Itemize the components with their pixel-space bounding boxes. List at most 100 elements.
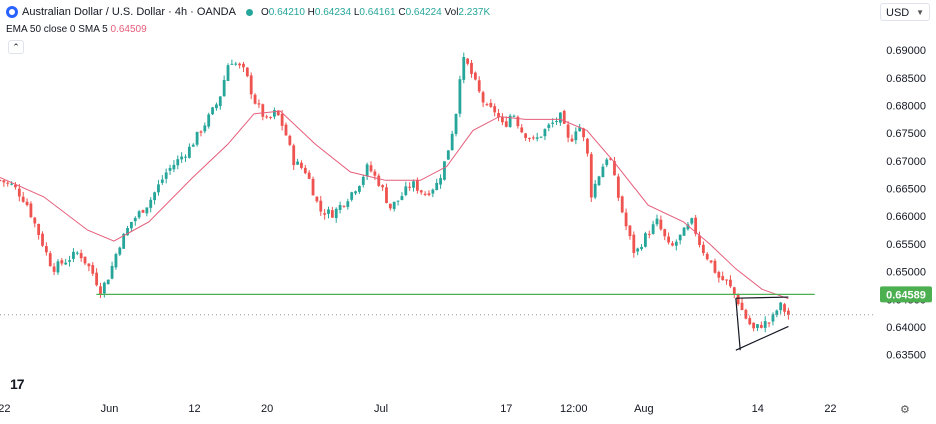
candle-body: [296, 161, 299, 165]
candle-body: [172, 164, 176, 170]
symbol-title[interactable]: Australian Dollar / U.S. Dollar · 4h · O…: [22, 6, 236, 18]
candle-body: [613, 161, 616, 176]
candle-body: [520, 127, 524, 133]
candle-body: [2, 180, 6, 183]
candle-body: [307, 172, 311, 179]
candle-body: [671, 243, 674, 246]
y-tick-label: 0.68500: [886, 73, 926, 85]
collapse-legend-button[interactable]: ⌃: [8, 40, 24, 54]
candle-body: [535, 137, 539, 139]
candle-body: [91, 265, 95, 274]
candle-body: [616, 176, 620, 198]
candlestick-series: [0, 52, 790, 333]
candle-body: [87, 263, 91, 267]
candle-body: [226, 65, 230, 81]
candle-body: [423, 193, 427, 195]
candle-body: [207, 114, 211, 127]
candle-body: [327, 209, 330, 214]
candle-body: [75, 252, 79, 254]
candle-body: [501, 116, 504, 123]
candle-body: [759, 324, 763, 328]
candle-body: [118, 247, 122, 255]
y-tick-label: 0.64000: [886, 322, 926, 334]
candle-body: [272, 110, 276, 117]
candle-body: [137, 211, 141, 218]
candle-body: [338, 205, 342, 210]
x-tick-label: 17: [500, 403, 512, 415]
wedge-trendline: [735, 296, 789, 299]
candle-body: [392, 201, 396, 209]
candle-body: [644, 233, 647, 247]
candle-body: [396, 200, 400, 202]
candle-body: [771, 314, 775, 322]
candle-body: [709, 260, 713, 263]
candle-body: [238, 63, 242, 66]
settings-button[interactable]: ⚙: [900, 403, 910, 416]
candle-body: [114, 254, 118, 268]
candle-body: [504, 121, 508, 127]
candle-body: [373, 171, 377, 176]
candle-body: [493, 106, 497, 113]
candle-body: [570, 138, 574, 142]
indicator-value: 0.64509: [110, 24, 147, 35]
candle-body: [141, 210, 145, 213]
candle-body: [415, 180, 419, 191]
candle-body: [551, 122, 555, 124]
currency-selector[interactable]: USD ▼: [880, 3, 930, 21]
candle-body: [315, 196, 319, 202]
candle-body: [102, 282, 106, 294]
candle-body: [427, 193, 431, 196]
support-price-text: 0.64589: [886, 289, 926, 301]
candle-body: [157, 184, 160, 193]
candle-body: [640, 246, 643, 250]
indicator-legend[interactable]: EMA 50 close 0 SMA 5 0.64509: [6, 24, 147, 35]
time-axis[interactable]: 22 Jun 12 20 Jul 17 12:00 Aug 14 22: [0, 403, 837, 415]
candle-body: [543, 129, 547, 137]
candle-body: [153, 192, 156, 201]
aud-flag-icon: [6, 6, 18, 18]
y-tick-label: 0.66000: [886, 211, 926, 223]
candle-body: [280, 113, 284, 126]
close-label: C: [398, 6, 406, 18]
candle-body: [439, 178, 442, 185]
candle-body: [230, 63, 234, 65]
candle-body: [705, 253, 709, 260]
candle-body: [145, 207, 149, 214]
candle-body: [701, 244, 705, 254]
candle-body: [160, 179, 164, 183]
tradingview-logo[interactable]: 17: [10, 376, 25, 392]
wedge-trendline: [735, 298, 741, 351]
candle-body: [736, 294, 740, 305]
candle-body: [779, 302, 783, 311]
candle-body: [609, 158, 613, 160]
candle-body: [663, 229, 667, 237]
candle-body: [323, 213, 327, 215]
candle-body: [342, 205, 346, 207]
candle-body: [516, 116, 520, 127]
candle-body: [400, 196, 404, 200]
tradingview-logo-text: 17: [10, 376, 25, 392]
high-label: H: [307, 6, 315, 18]
candle-body: [636, 248, 640, 252]
y-tick-label: 0.69000: [886, 45, 926, 57]
candle-body: [44, 246, 48, 253]
candle-body: [191, 144, 195, 147]
price-axis[interactable]: 0.69000 0.68500 0.68000 0.67500 0.67000 0.665…: [886, 45, 926, 361]
candle-body: [419, 190, 423, 193]
candle-body: [721, 276, 725, 281]
candle-body: [756, 324, 759, 328]
candle-body: [168, 167, 172, 171]
candle-body: [303, 167, 307, 174]
gear-icon: ⚙: [900, 404, 910, 416]
candle-body: [732, 287, 736, 294]
candle-body: [261, 104, 265, 117]
candle-body: [68, 260, 71, 262]
candle-body: [64, 262, 68, 265]
candle-body: [454, 113, 458, 134]
x-tick-label: 12: [188, 403, 200, 415]
candle-body: [48, 253, 52, 267]
candle-body: [408, 186, 412, 188]
candle-body: [593, 183, 597, 198]
candle-body: [180, 156, 184, 160]
